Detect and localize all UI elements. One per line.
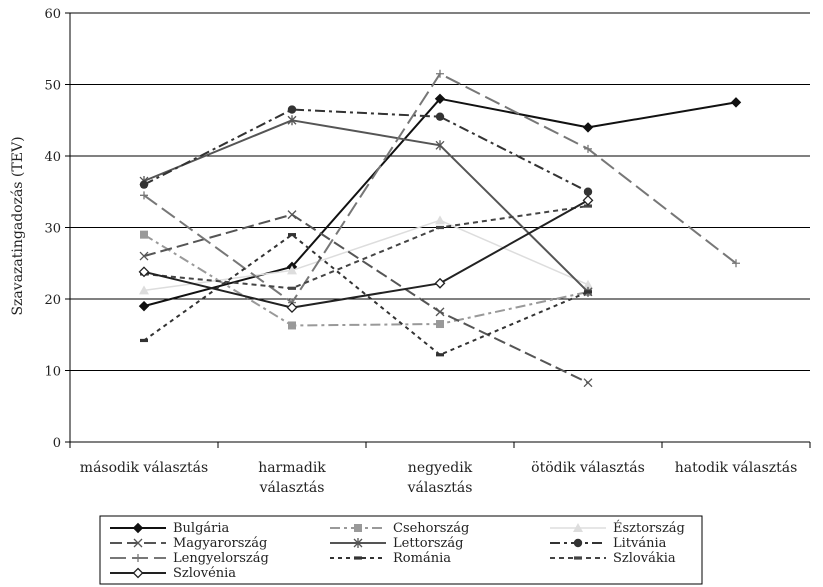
series-0-point <box>730 97 742 108</box>
y-tick-label: 40 <box>44 150 61 165</box>
legend-label: Észtország <box>613 520 685 536</box>
series-3-line <box>143 213 589 384</box>
series-9-point <box>138 266 150 278</box>
series-2-point <box>287 265 297 275</box>
legend-label: Csehország <box>393 521 469 536</box>
series-0-point <box>434 93 446 105</box>
series-8-line <box>143 205 589 290</box>
legend-entry: Szlovénia <box>110 566 236 581</box>
legend-label: Bulgária <box>173 521 230 536</box>
legend-label: Szlovákia <box>613 551 676 566</box>
legend-marker <box>573 538 583 548</box>
series-6-point <box>732 259 740 268</box>
series-7-line <box>143 233 589 356</box>
series-9-point <box>582 194 594 206</box>
series-4-point <box>287 115 297 126</box>
series-4-point <box>435 140 445 151</box>
legend-marker <box>134 554 142 562</box>
y-tick-label: 50 <box>44 79 61 94</box>
legend-entry: Románia <box>330 551 451 566</box>
axes: 0 10 20 30 40 50 60 második választás harmadik vá… <box>44 7 811 496</box>
legend-marker <box>132 522 144 534</box>
series-1-point <box>436 320 444 329</box>
series-3-point <box>583 378 593 388</box>
series-9-point <box>434 277 446 289</box>
legend-marker <box>354 556 362 560</box>
legend-label: Románia <box>393 551 451 566</box>
x-tick-label: harmadik választás <box>258 460 326 496</box>
x-tick-label: negyedik választás <box>407 460 473 496</box>
series-5-point <box>583 187 593 196</box>
legend-entry: Észtország <box>550 520 685 536</box>
series <box>138 69 742 388</box>
series-5-point <box>435 112 445 121</box>
legend-entry: Bulgária <box>110 521 230 536</box>
series-7-point <box>436 353 444 357</box>
legend-entry: Szlovákia <box>550 551 676 566</box>
legend-label: Magyarország <box>173 536 267 551</box>
series-8-point <box>584 204 592 208</box>
y-tick-label: 10 <box>44 365 61 380</box>
legend-label: Lengyelország <box>173 551 269 566</box>
series-4-line <box>143 119 589 293</box>
series-5-point <box>139 180 149 189</box>
series-6-point <box>140 191 148 200</box>
series-7-point <box>140 338 148 343</box>
legend-entry: Csehország <box>330 521 469 536</box>
series-3-point <box>435 307 445 317</box>
series-9-line <box>143 199 589 309</box>
legend-entry: Lettország <box>330 536 463 551</box>
series-2-point <box>583 279 593 289</box>
y-tick-label: 30 <box>44 222 61 237</box>
legend: Bulgária Csehország Észtország Magyarország… <box>99 515 703 585</box>
y-tick-label: 60 <box>44 7 61 22</box>
y-tick-label: 0 <box>53 436 61 451</box>
series-6-line <box>143 72 737 304</box>
y-axis-label: Szavazatingadozás (TEV) <box>10 136 26 315</box>
series-1-point <box>288 321 296 330</box>
legend-entry: Litvánia <box>550 536 667 551</box>
gridlines <box>70 12 810 371</box>
series-8-point <box>288 286 296 290</box>
legend-label: Szlovénia <box>173 566 236 581</box>
legend-label: Lettország <box>393 536 463 551</box>
series-0-line <box>143 97 737 308</box>
legend-marker <box>353 538 363 548</box>
y-tick-label: 20 <box>44 293 61 308</box>
series-7-point <box>288 233 296 237</box>
series-2-point <box>139 285 149 295</box>
series-5-line <box>143 108 589 193</box>
x-tick-label: második választás <box>80 460 208 476</box>
series-7-point <box>584 290 592 294</box>
x-tick-label: hatodik választás <box>675 460 798 476</box>
legend-entry: Magyarország <box>110 536 267 551</box>
series-8-point <box>436 225 444 230</box>
legend-marker <box>573 523 583 532</box>
series-6-point <box>436 69 444 78</box>
legend-marker <box>132 567 144 579</box>
legend-label: Litvánia <box>613 536 667 551</box>
series-6-point <box>584 144 592 153</box>
series-5-point <box>287 105 297 114</box>
series-9-point <box>286 302 298 313</box>
legend-marker <box>133 538 143 548</box>
series-2-point <box>435 215 445 225</box>
legend-marker <box>574 556 582 560</box>
series-1-point <box>140 230 148 239</box>
series-3-point <box>287 210 297 220</box>
series-3-point <box>139 251 149 261</box>
series-0-point <box>138 300 150 312</box>
x-tick-label: ötödik választás <box>531 460 645 476</box>
legend-marker <box>354 524 362 532</box>
legend-entry: Lengyelország <box>110 551 269 566</box>
series-0-point <box>582 122 594 133</box>
